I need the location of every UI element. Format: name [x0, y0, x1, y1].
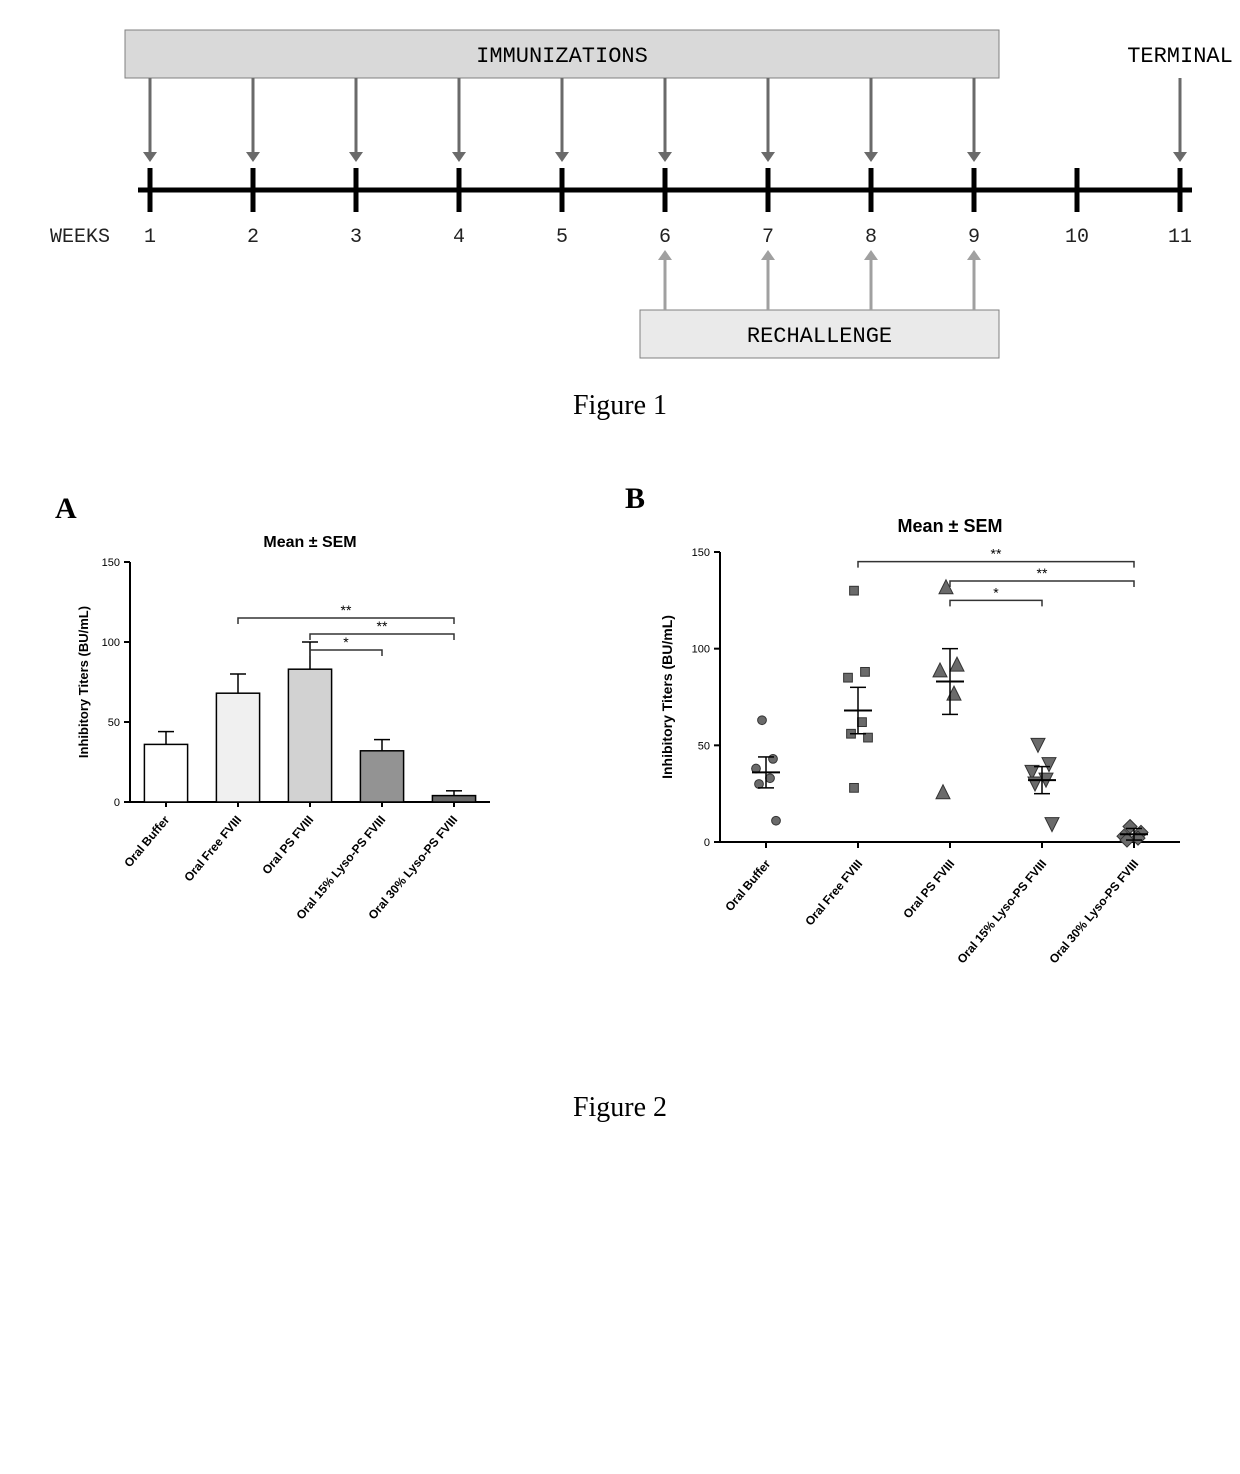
svg-text:1: 1	[144, 226, 156, 249]
svg-text:7: 7	[762, 226, 774, 249]
figure2-panels: Mean ± SEM 0 50 100 150 Inhibitory Titers (BU…	[0, 482, 1240, 1082]
panelA-label: A	[55, 492, 77, 526]
svg-text:4: 4	[453, 226, 465, 249]
svg-text:Oral 15% Lyso-PS FVIII: Oral 15% Lyso-PS FVIII	[954, 857, 1049, 966]
svg-text:50: 50	[698, 740, 710, 752]
svg-text:WEEKS: WEEKS	[50, 226, 110, 249]
svg-text:**: **	[991, 546, 1002, 562]
svg-text:100: 100	[102, 637, 120, 649]
svg-text:6: 6	[659, 226, 671, 249]
svg-text:**: **	[1037, 565, 1048, 581]
svg-text:**: **	[377, 618, 388, 634]
svg-text:**: **	[341, 602, 352, 618]
svg-text:Oral 30% Lyso-PS FVIII: Oral 30% Lyso-PS FVIII	[1046, 857, 1141, 966]
svg-text:Oral Buffer: Oral Buffer	[722, 857, 773, 914]
figure2-caption: Figure 2	[0, 1092, 1240, 1124]
svg-text:50: 50	[108, 717, 120, 729]
svg-text:Inhibitory Titers (BU/mL): Inhibitory Titers (BU/mL)	[76, 606, 91, 758]
svg-text:3: 3	[350, 226, 362, 249]
panelB-label: B	[625, 482, 645, 516]
svg-text:RECHALLENGE: RECHALLENGE	[747, 324, 892, 349]
figure1-caption: Figure 1	[0, 390, 1240, 422]
svg-text:0: 0	[704, 837, 710, 849]
svg-text:8: 8	[865, 226, 877, 249]
svg-text:Mean ± SEM: Mean ± SEM	[898, 516, 1003, 536]
svg-text:11: 11	[1168, 226, 1192, 249]
svg-text:10: 10	[1065, 226, 1089, 249]
svg-text:100: 100	[692, 644, 710, 656]
svg-text:150: 150	[692, 547, 710, 559]
svg-text:Inhibitory Titers (BU/mL): Inhibitory Titers (BU/mL)	[659, 615, 675, 779]
svg-text:Oral Free FVIII: Oral Free FVIII	[802, 857, 865, 928]
svg-text:Oral Buffer: Oral Buffer	[121, 813, 172, 870]
svg-text:5: 5	[556, 226, 568, 249]
svg-text:2: 2	[247, 226, 259, 249]
svg-text:150: 150	[102, 557, 120, 569]
svg-text:*: *	[993, 584, 999, 600]
svg-text:Oral Free FVIII: Oral Free FVIII	[181, 813, 244, 884]
svg-text:TERMINAL: TERMINAL	[1127, 44, 1233, 69]
svg-text:0: 0	[114, 797, 120, 809]
svg-text:IMMUNIZATIONS: IMMUNIZATIONS	[476, 44, 648, 69]
svg-text:Oral PS FVIII: Oral PS FVIII	[259, 813, 316, 877]
svg-text:9: 9	[968, 226, 980, 249]
svg-text:Mean ± SEM: Mean ± SEM	[263, 534, 356, 551]
svg-text:*: *	[343, 634, 349, 650]
figure1-timeline: IMMUNIZATIONS TERMINAL 1 2 3 4 5 6 7 8 9 10 11 WEEKS R…	[0, 0, 1240, 380]
svg-text:Oral PS FVIII: Oral PS FVIII	[900, 857, 957, 921]
